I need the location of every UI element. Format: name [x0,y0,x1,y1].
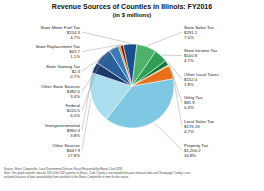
leader-line [162,55,182,57]
leader-line [82,67,94,130]
leader-line [82,98,91,150]
leader-line [147,32,182,46]
label-line: 3.8% [70,133,80,138]
label-line: 17.8% [68,153,80,158]
slice-label: Local Sales Tax$176.184.7% [184,119,215,134]
slice-label: Other Sources$647.917.8% [52,143,80,158]
slice-label: State Income Tax$100.84.7% [184,48,218,63]
slice-label: Federal$220.56.0% [65,103,80,118]
leader-line [82,44,122,51]
label-line: 34.8% [184,153,196,158]
leader-line [82,32,130,43]
subtitle: (in $ millions) [113,12,152,18]
leader-line [82,55,102,110]
source-note: Source: Illinois Comptroller, Local Gove… [4,167,190,179]
chart: Revenue Sources of Counties in Illinois:… [0,0,264,191]
label-line: 3.4% [70,94,80,99]
slice-label: Property Tax$1,200.234.8% [184,143,209,158]
slice-label: Intergovernmental$960.33.8% [45,123,80,138]
leader-line [169,65,182,103]
label-line: 6.0% [70,113,80,118]
leader-line [154,123,182,150]
slice-label: State Sales Tax$291.17.0% [184,25,215,40]
label-line: 1.1% [70,54,80,59]
label-line: 0.3% [184,105,194,110]
slice-label: State Replacement Tax$43.71.1% [36,44,81,59]
leader-line [168,62,182,79]
pie-slice [132,66,173,86]
label-line: 4.7% [184,58,194,63]
slice-label: Other State Sources$382.03.4% [41,84,81,99]
source-line: included because of data unavailability … [4,175,129,179]
label-line: 4.7% [184,129,194,134]
leader-line [172,72,182,127]
leader-line [82,47,113,91]
label-line: 0.7% [70,74,80,79]
slice-label: Utility Tax$81.90.3% [184,95,203,110]
leader-line [82,45,119,71]
slice-label: Other Local Taxes$152.01.8% [184,72,219,87]
label-line: 4.7% [70,35,80,40]
label-line: 7.0% [184,35,194,40]
slice-label: State Gaming Tax$2.30.7% [46,64,81,79]
slice-label: State Motor Fuel Tax$154.34.7% [40,25,80,40]
labels: State Motor Fuel Tax$154.34.7% State Repl… [36,25,219,158]
label-line: 1.8% [184,82,194,87]
title: Revenue Sources of Counties in Illinois:… [52,3,212,10]
